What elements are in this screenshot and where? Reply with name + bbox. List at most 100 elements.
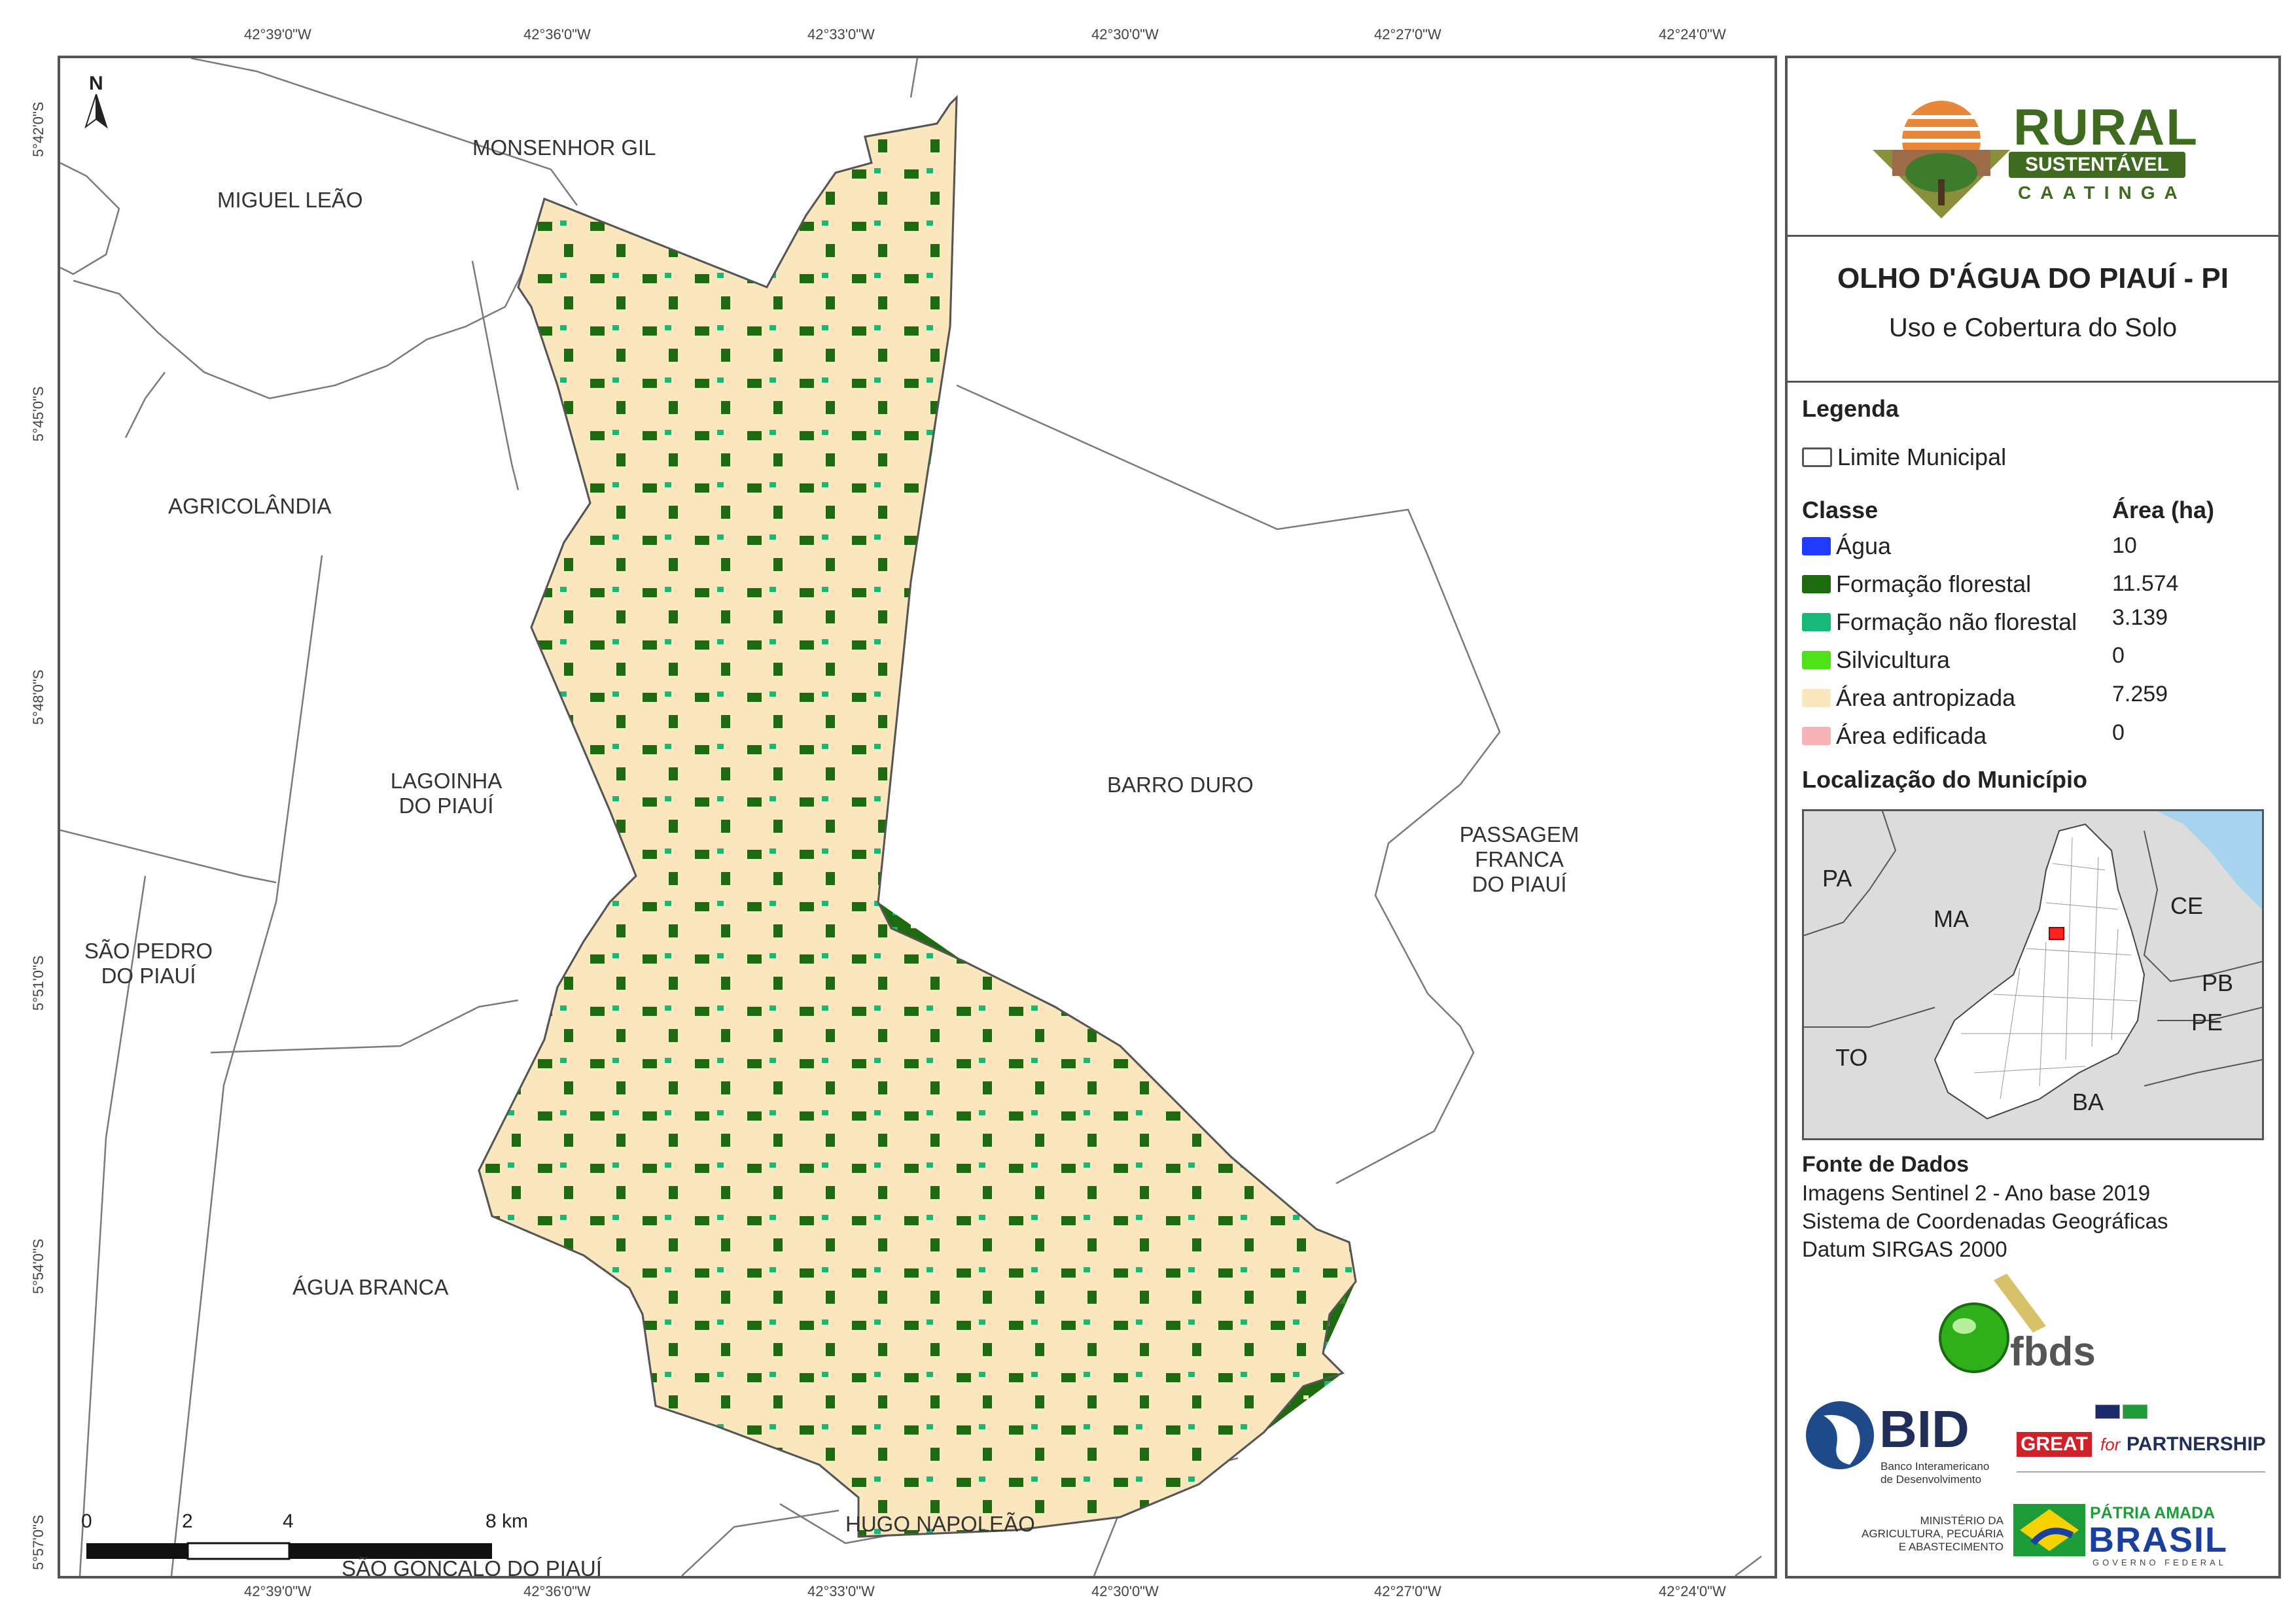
legend-item-area: 10 (2112, 533, 2137, 558)
sources-title: Fonte de Dados (1802, 1152, 1969, 1177)
legend-item-label: Silvicultura (1836, 646, 1951, 673)
locator-map: PA MA CE PB PE TO BA (1802, 809, 2264, 1140)
municipality-label-line: LAGOINHA (390, 769, 503, 793)
class-swatch (1802, 613, 1831, 631)
logo-emblem-icon (1873, 101, 2010, 218)
bid-subtext: Banco Interamericano (1881, 1460, 1990, 1473)
class-swatch (1802, 575, 1831, 593)
scale-tick: 8 km (486, 1510, 529, 1532)
municipality-label-line: PASSAGEM (1459, 822, 1580, 846)
lat-label: 5°57'0"S (30, 1514, 46, 1570)
municipality-label: LAGOINHA DO PIAUÍ (381, 769, 512, 818)
lon-label: 42°30'0"W (1091, 1583, 1159, 1599)
bid-subtext: de Desenvolvimento (1881, 1473, 1982, 1486)
locator-map-canvas (1804, 811, 2262, 1120)
locator-label: CE (2170, 892, 2204, 919)
class-swatch (1802, 727, 1831, 745)
locator-label: PA (1822, 865, 1852, 892)
legend-item-label: Limite Municipal (1837, 444, 2007, 470)
bid-globe-icon (1806, 1401, 1874, 1469)
ministry-text: E ABASTECIMENTO (1898, 1541, 2004, 1553)
for-text: for (2100, 1435, 2121, 1454)
municipality-label-line: DO PIAUÍ (398, 794, 494, 818)
brasil-flag-emblem-icon (2013, 1504, 2085, 1556)
scale-tick: 4 (283, 1510, 294, 1532)
ministry-text: AGRICULTURA, PECUÁRIA (1862, 1527, 2004, 1540)
bid-text: BID (1879, 1400, 1969, 1458)
legend-panel: RURAL SUSTENTÁVEL CAATINGA OLHO D'ÁGUA D… (1785, 56, 2281, 1579)
locator-title: Localização do Município (1802, 766, 2088, 793)
lon-label: 42°27'0"W (1374, 26, 1441, 43)
patria-amada-text: PÁTRIA AMADA (2090, 1504, 2216, 1522)
municipality-label-line: DO PIAUÍ (1472, 872, 1567, 896)
source-line: Sistema de Coordenadas Geográficas (1802, 1209, 2168, 1233)
legend-item-area: 0 (2112, 643, 2125, 668)
lat-label: 5°42'0"S (30, 101, 46, 157)
lon-label: 42°39'0"W (244, 26, 311, 43)
scale-tick: 2 (182, 1510, 193, 1532)
legend-class-item: Silvicultura (1802, 646, 1951, 673)
legend-item-area: 7.259 (2112, 682, 2168, 707)
source-line: Imagens Sentinel 2 - Ano base 2019 (1802, 1181, 2151, 1205)
municipality-label-line: DO PIAUÍ (101, 964, 196, 988)
legend-item-label: Formação não florestal (1836, 608, 2077, 635)
lat-label: 5°45'0"S (30, 386, 46, 442)
legend-item-label: Área edificada (1836, 722, 1987, 749)
legend-item-label: Água (1836, 532, 1892, 559)
class-swatch (1802, 537, 1831, 555)
municipality-label-line: SÃO PEDRO (84, 939, 213, 963)
uk-flag-icon (2095, 1405, 2120, 1419)
governo-text: GOVERNO FEDERAL (2093, 1558, 2227, 1567)
map-subtitle: Uso e Cobertura do Solo (1888, 313, 2178, 342)
municipality-label: ÁGUA BRANCA (292, 1275, 449, 1299)
lon-label: 42°30'0"W (1091, 26, 1159, 43)
panel-divider (1788, 381, 2278, 383)
municipality-label: SÃO GONÇALO DO PIAUÍ (342, 1556, 602, 1579)
map-frame: N 0 2 4 8 km MONSENHOR GIL MIGUEL LEÃO A… (58, 56, 1777, 1579)
legend-item-area: 11.574 (2112, 571, 2179, 596)
legend-class-item: Água (1802, 532, 1892, 559)
fbds-emblem-icon (1939, 1274, 2046, 1373)
legend-item-label: Formação florestal (1836, 570, 2032, 597)
scale-bar (86, 1542, 492, 1560)
logo-word-sustentavel: SUSTENTÁVEL (2009, 152, 2185, 178)
panel-divider (1788, 235, 2278, 237)
map-title: OLHO D'ÁGUA DO PIAUÍ - PI (1837, 262, 2229, 294)
legend-class-item: Área edificada (1802, 722, 1987, 749)
source-line: Datum SIRGAS 2000 (1802, 1237, 2007, 1261)
fbds-text: fbds (2010, 1329, 2096, 1374)
legend-item-area: 3.139 (2112, 605, 2168, 630)
lat-label: 5°51'0"S (30, 955, 46, 1011)
north-arrow (84, 94, 108, 129)
legend-boundary-item: Limite Municipal (1802, 444, 2006, 470)
great-text: GREAT (2017, 1432, 2092, 1457)
lon-label: 42°24'0"W (1659, 1583, 1726, 1599)
lon-label: 42°27'0"W (1374, 1583, 1441, 1599)
legend-class-header: Classe (1802, 497, 1879, 523)
municipality-label: PASSAGEM FRANCA DO PIAUÍ (1454, 822, 1585, 897)
legend-class-item: Formação florestal (1802, 570, 2032, 597)
municipality-label: AGRICOLÂNDIA (168, 494, 332, 518)
lat-label: 5°54'0"S (30, 1238, 46, 1294)
municipality-label: SÃO PEDRO DO PIAUÍ (80, 939, 217, 988)
partnership-text: PARTNERSHIP (2127, 1433, 2266, 1455)
study-area (478, 95, 1357, 1538)
locator-label: MA (1934, 905, 1969, 932)
legend-item-label: Área antropizada (1836, 684, 2016, 711)
legend-area-header: Área (ha) (2112, 497, 2215, 523)
municipality-label: MIGUEL LEÃO (217, 188, 363, 212)
ministry-text: MINISTÉRIO DA (1920, 1514, 2004, 1527)
brazil-flag-icon (2123, 1405, 2147, 1419)
class-swatch (1802, 689, 1831, 707)
lon-label: 42°33'0"W (807, 26, 875, 43)
municipality-label: HUGO NAPOLEÃO (845, 1512, 1035, 1536)
lon-label: 42°39'0"W (244, 1583, 311, 1599)
lon-label: 42°36'0"W (523, 26, 591, 43)
municipality-label-line: FRANCA (1475, 847, 1564, 871)
municipality-label: BARRO DURO (1107, 773, 1254, 797)
legend-class-item: Formação não florestal (1802, 608, 2077, 635)
boundary-swatch (1802, 447, 1832, 467)
lat-label: 5°48'0"S (30, 669, 46, 725)
lon-label: 42°36'0"W (523, 1583, 591, 1599)
class-swatch (1802, 651, 1831, 669)
